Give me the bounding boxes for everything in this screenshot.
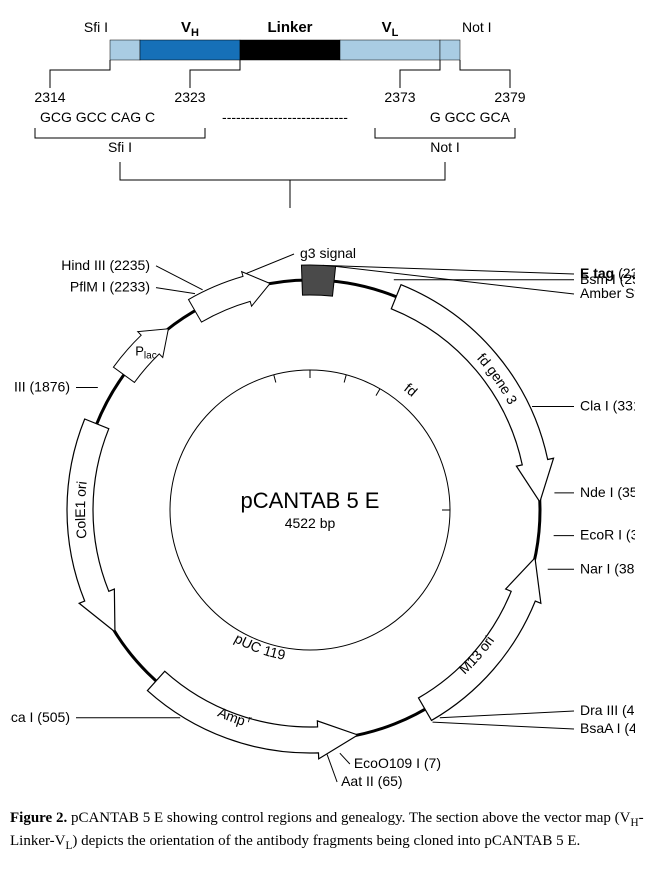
svg-text:Sfi I: Sfi I <box>84 19 108 35</box>
svg-text:pUC 119: pUC 119 <box>232 630 287 663</box>
svg-text:Linker: Linker <box>267 19 312 36</box>
svg-text:4522 bp: 4522 bp <box>285 515 336 531</box>
svg-text:Sfi I: Sfi I <box>108 139 132 155</box>
svg-text:VL: VL <box>382 19 399 39</box>
svg-text:Afl III (1876): Afl III (1876) <box>10 379 70 395</box>
svg-text:Not I: Not I <box>430 139 460 155</box>
svg-text:GCG GCC CAG C: GCG GCC CAG C <box>40 109 155 125</box>
svg-text:---------------------------: --------------------------- <box>222 109 348 125</box>
svg-text:VH: VH <box>181 19 199 39</box>
svg-text:G GCC GCA: G GCC GCA <box>430 109 511 125</box>
figure-caption: Figure 2. pCANTAB 5 E showing control re… <box>10 808 645 854</box>
svg-text:Dra III (4109): Dra III (4109) <box>580 702 635 718</box>
svg-text:2379: 2379 <box>494 89 525 105</box>
svg-text:g3 signal: g3 signal <box>300 245 356 261</box>
svg-text:2314: 2314 <box>34 89 65 105</box>
plasmid-diagram: Sfi I VH Linker VL Not I 2314 2323 2373 2379 GCG … <box>10 10 635 790</box>
svg-text:pCANTAB 5 E: pCANTAB 5 E <box>241 488 380 513</box>
svg-text:Nar I (3807): Nar I (3807) <box>580 560 635 576</box>
svg-text:Amber Stop Codon (2425): Amber Stop Codon (2425) <box>580 285 635 301</box>
svg-text:2323: 2323 <box>174 89 205 105</box>
svg-text:Aat II (65): Aat II (65) <box>341 773 402 789</box>
svg-text:ColE1 ori: ColE1 ori <box>72 480 90 539</box>
svg-text:Sca I (505): Sca I (505) <box>10 709 70 725</box>
svg-text:2373: 2373 <box>384 89 415 105</box>
svg-text:EcoR I (3646): EcoR I (3646) <box>580 527 635 543</box>
svg-text:PflM I (2233): PflM I (2233) <box>70 279 150 295</box>
svg-text:BsaA I (4109): BsaA I (4109) <box>580 720 635 736</box>
svg-text:Cla I (3316): Cla I (3316) <box>580 397 635 413</box>
svg-text:Not I: Not I <box>462 19 492 35</box>
svg-text:Nde I (3512): Nde I (3512) <box>580 484 635 500</box>
figure-number: Figure 2. <box>10 810 67 826</box>
svg-text:fd: fd <box>401 380 420 400</box>
svg-text:Bsm I (2535): Bsm I (2535) <box>580 271 635 287</box>
svg-text:EcoO109 I (7): EcoO109 I (7) <box>354 755 441 771</box>
svg-text:Hind III (2235): Hind III (2235) <box>61 257 150 273</box>
